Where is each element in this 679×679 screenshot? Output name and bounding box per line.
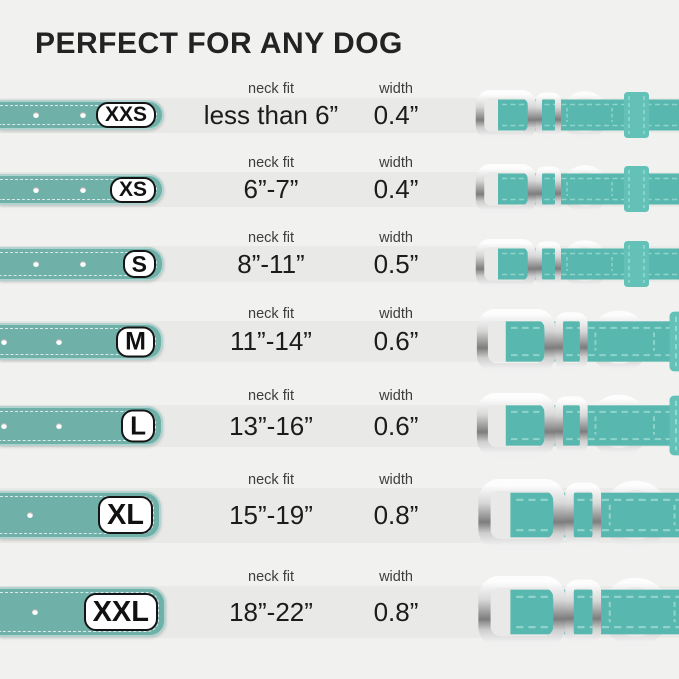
column-label-width: width [379, 155, 413, 171]
width-value: 0.4” [373, 174, 419, 204]
collar-hole [80, 112, 86, 118]
collar-hole [56, 338, 62, 345]
collar-buckle-icon [472, 393, 679, 458]
column-label-width: width [379, 81, 413, 97]
collar-strap: S [0, 247, 164, 281]
collar-buckle-icon [472, 239, 679, 289]
width-value: 0.6” [373, 410, 419, 441]
width-value: 0.8” [373, 596, 419, 627]
neck-fit-value: 13”-16” [229, 410, 313, 441]
column-label-neck-fit: neck fit [248, 306, 294, 322]
neck-fit-value: 6”-7” [243, 174, 299, 204]
column-label-width: width [379, 472, 413, 488]
column-label-neck-fit: neck fit [248, 472, 294, 488]
collar-hole [33, 261, 39, 267]
size-badge: L [121, 409, 155, 443]
neck-fit-value: 18”-22” [229, 596, 313, 627]
column-label-width: width [379, 230, 413, 246]
collar-buckle-icon [472, 479, 679, 551]
width-value: 0.8” [373, 500, 419, 530]
size-badge: M [116, 326, 155, 357]
column-label-neck-fit: neck fit [248, 569, 294, 585]
collar-strap: XS [0, 174, 164, 205]
collar-strap: M [0, 323, 163, 360]
collar-hole [80, 186, 86, 193]
neck-fit-value: less than 6” [203, 100, 339, 130]
size-badge: XS [109, 176, 156, 203]
collar-hole [1, 423, 7, 429]
collar-buckle-icon [472, 576, 679, 648]
collar-hole [33, 186, 39, 193]
collar-hole [1, 338, 7, 345]
collar-hole [27, 512, 33, 518]
column-label-neck-fit: neck fit [248, 230, 294, 246]
column-label-width: width [379, 569, 413, 585]
column-label-width: width [379, 306, 413, 322]
column-label-neck-fit: neck fit [248, 388, 294, 404]
column-label-neck-fit: neck fit [248, 155, 294, 171]
collar-buckle-icon [472, 309, 679, 374]
neck-fit-value: 11”-14” [230, 326, 312, 356]
width-value: 0.4” [373, 100, 419, 130]
collar-hole [56, 423, 62, 429]
neck-fit-value: 8”-11” [237, 248, 305, 279]
collar-buckle-icon [472, 90, 679, 140]
size-badge: XXL [83, 593, 158, 631]
size-badge: XXS [95, 102, 156, 128]
collar-strap: XL [0, 491, 161, 539]
collar-strap: XXL [0, 587, 166, 637]
collar-hole [80, 261, 86, 267]
width-value: 0.5” [373, 248, 419, 279]
collar-hole [33, 112, 39, 118]
size-badge: XL [97, 496, 153, 534]
size-badge: S [122, 250, 156, 278]
collar-hole [32, 609, 38, 615]
page-title: PERFECT FOR ANY DOG [35, 27, 403, 60]
collar-buckle-icon [472, 164, 679, 214]
column-label-width: width [379, 388, 413, 404]
width-value: 0.6” [373, 326, 419, 356]
column-label-neck-fit: neck fit [248, 81, 294, 97]
neck-fit-value: 15”-19” [229, 500, 313, 530]
collar-strap: L [0, 406, 163, 446]
collar-strap: XXS [0, 100, 164, 130]
